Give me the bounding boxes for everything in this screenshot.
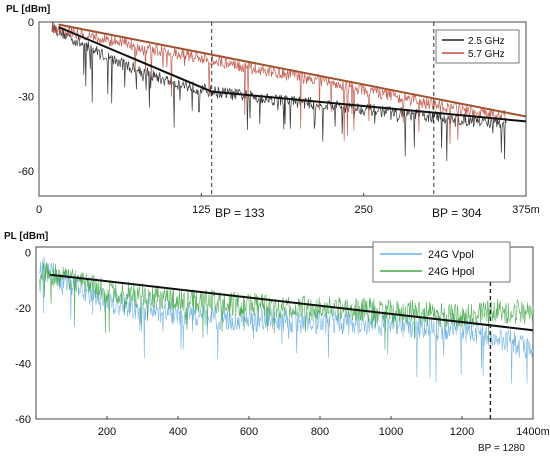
chart-1-legend-box <box>435 29 520 64</box>
chart-2-x-tick-label: 1000 <box>379 426 403 438</box>
chart-1-y-tick-label: -30 <box>18 92 34 104</box>
chart-1-fit-lines <box>58 23 527 123</box>
chart-2-legend-box <box>372 241 511 283</box>
chart-2-x-tick-label: 200 <box>98 426 116 438</box>
chart-2-x-tick-label: 600 <box>240 426 258 438</box>
chart-1-x-tick-label: 0 <box>36 204 42 216</box>
chart-1-legend-label-2-5ghz: 2.5 GHz <box>468 36 505 47</box>
chart-2-x-tick-label: 400 <box>169 426 187 438</box>
chart-2-legend-label-vpol: 24G Vpol <box>428 249 474 261</box>
chart-1-y-tick-label: 0 <box>28 17 34 29</box>
chart-1-legend-label-5-7ghz: 5.7 GHz <box>468 49 505 60</box>
chart-2: PL [dBm] 200 400 600 800 1000 1200 1400m 0 -20 -4… <box>4 231 550 454</box>
chart-2-x-tick-label: 800 <box>311 426 329 438</box>
chart-2-y-axis-label: PL [dBm] <box>4 231 48 242</box>
chart-2-legend-label-hpol: 24G Hpol <box>428 266 474 278</box>
chart-1-breakpoint-lines <box>211 22 435 196</box>
chart-1-legend: 2.5 GHz 5.7 GHz <box>435 29 520 64</box>
chart-2-y-tick-label: -60 <box>15 414 31 426</box>
chart-2-x-tick-label: 1400m <box>516 426 550 438</box>
chart-1-ticks: 0 125 250 375m 0 -30 -60 <box>18 17 540 216</box>
chart-1-x-tick-label: 375m <box>512 204 540 216</box>
chart-1-y-tick-label: -60 <box>18 166 34 178</box>
chart-2-series-2-trace <box>39 262 534 350</box>
chart-2-breakpoint-label: BP = 1280 <box>478 443 525 454</box>
chart-2-series-layer <box>39 256 534 384</box>
chart-1-x-tick-label: 250 <box>354 204 372 216</box>
chart-2-y-tick-label: -40 <box>15 359 31 371</box>
chart-1-fit-line-1 <box>58 26 527 123</box>
chart-2-x-tick-label: 1200 <box>450 426 474 438</box>
chart-2-y-tick-label: 0 <box>25 248 31 260</box>
chart-1-x-tick-label: 125 <box>192 204 210 216</box>
chart-1-marker-label: BP = 304 <box>432 206 482 220</box>
chart-1-breakpoint-label: BP = 133 <box>215 206 265 220</box>
chart-1-series-1-trace <box>51 22 507 162</box>
chart-2-fit-line-1 <box>50 273 534 332</box>
chart-2-legend: 24G Vpol 24G Hpol <box>372 241 511 283</box>
chart-1-fit-line-2 <box>58 23 527 118</box>
chart-1: PL [dBm] 0 125 250 375m 0 -30 -60 BP = 133 BP … <box>6 4 540 220</box>
chart-2-fit-lines <box>50 273 534 332</box>
chart-2-ticks: 200 400 600 800 1000 1200 1400m 0 -20 -40 -60 <box>15 248 550 438</box>
chart-2-y-tick-label: -20 <box>15 303 31 315</box>
chart-1-y-axis-label: PL [dBm] <box>6 4 50 15</box>
